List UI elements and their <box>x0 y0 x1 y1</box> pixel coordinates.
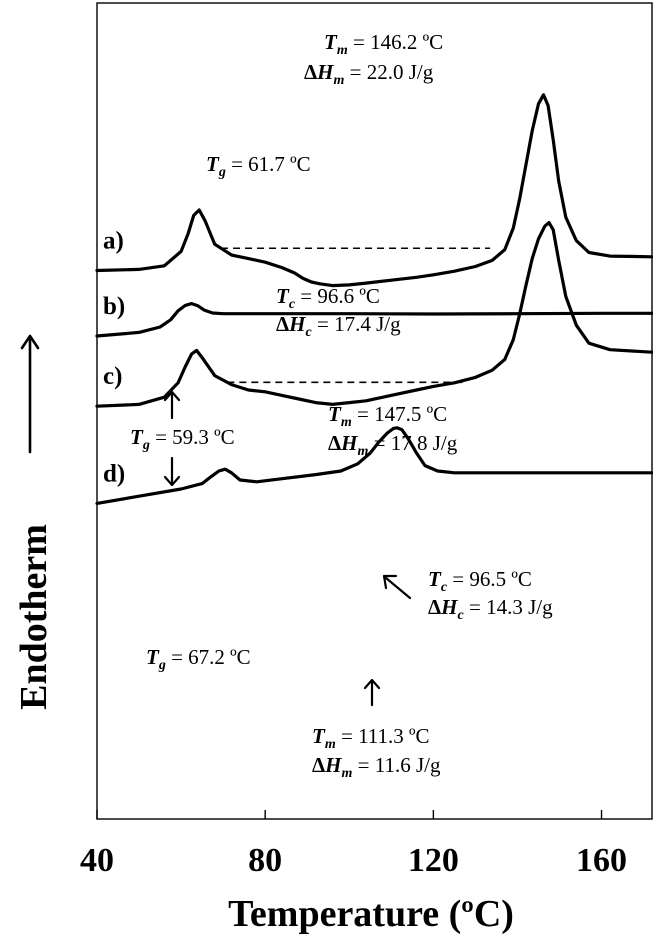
annotation-tg-d: Tg = 67.2 ºC <box>146 645 251 673</box>
baselines <box>221 247 491 384</box>
annotation-tm-d-value: 111.3 ºC <box>358 724 429 748</box>
annotation-tg-b-value: 59.3 ºC <box>172 425 235 449</box>
tc-c-arrow <box>382 574 412 600</box>
annotation-tm-a: Tm = 146.2 ºC <box>324 30 443 58</box>
annotation-dhm-c-value: 17.8 J/g <box>391 431 458 455</box>
endotherm-arrow <box>20 334 40 454</box>
curve-b <box>95 302 653 338</box>
annotation-dhc-c: ΔHc = 14.3 J/g <box>428 595 553 623</box>
annotation-tm-d: Tm = 111.3 ºC <box>312 724 430 752</box>
x-axis-tick-labels: 40 80 120 160 <box>80 842 627 879</box>
annotation-dhc-a-value: 17.4 J/g <box>334 312 401 336</box>
annotation-dhc-a: ΔHc = 17.4 J/g <box>276 312 401 340</box>
annotation-dhc-c-value: 14.3 J/g <box>486 595 553 619</box>
curve-d <box>95 426 653 505</box>
tg-b-arrow-up <box>163 390 181 420</box>
x-axis-ticks <box>96 810 603 819</box>
annotation-dhm-a: ΔHm = 22.0 J/g <box>304 60 434 88</box>
curve-label-a: a) <box>103 227 124 254</box>
x-tick-label: 40 <box>80 842 114 879</box>
x-tick-label: 160 <box>576 842 627 879</box>
x-tick-label: 80 <box>248 842 282 879</box>
curve-label-d: d) <box>103 460 125 487</box>
annotation-tc-c: Tc = 96.5 ºC <box>428 567 532 595</box>
tg-c-arrow-down <box>163 456 181 487</box>
annotation-tc-a: Tc = 96.6 ºC <box>276 284 380 312</box>
annotation-dhm-d-value: 11.6 J/g <box>375 753 441 777</box>
tm-d-arrow-up <box>363 678 381 707</box>
x-tick-label: 120 <box>408 842 459 879</box>
curve-c <box>95 221 653 408</box>
curve-a <box>95 93 653 288</box>
annotation-tc-c-value: 96.5 ºC <box>469 567 532 591</box>
annotation-arrows <box>20 334 412 707</box>
y-axis-title: Endotherm <box>13 524 55 710</box>
annotation-tg-d-value: 67.2 ºC <box>188 645 251 669</box>
plot-frame <box>96 2 653 820</box>
curves <box>95 93 653 505</box>
annotation-dhm-a-value: 22.0 J/g <box>367 60 434 84</box>
annotation-tg-a: Tg = 61.7 ºC <box>206 152 311 180</box>
annotation-tg-a-value: 61.7 ºC <box>248 152 311 176</box>
curve-labels: a) b) c) d) <box>103 227 125 487</box>
annotation-dhm-c: ΔHm = 17.8 J/g <box>328 431 458 459</box>
annotation-tm-c: Tm = 147.5 ºC <box>328 402 447 430</box>
annotation-tm-c-value: 147.5 ºC <box>374 402 447 426</box>
curve-label-c: c) <box>103 363 122 390</box>
x-axis-title: Temperature (ºC) <box>228 893 514 935</box>
annotation-dhm-d: ΔHm = 11.6 J/g <box>312 753 441 781</box>
annotation-tm-a-value: 146.2 ºC <box>370 30 443 54</box>
annotation-tg-b: Tg = 59.3 ºC <box>130 425 235 453</box>
curve-label-b: b) <box>103 293 125 320</box>
annotation-tc-a-value: 96.6 ºC <box>317 284 380 308</box>
